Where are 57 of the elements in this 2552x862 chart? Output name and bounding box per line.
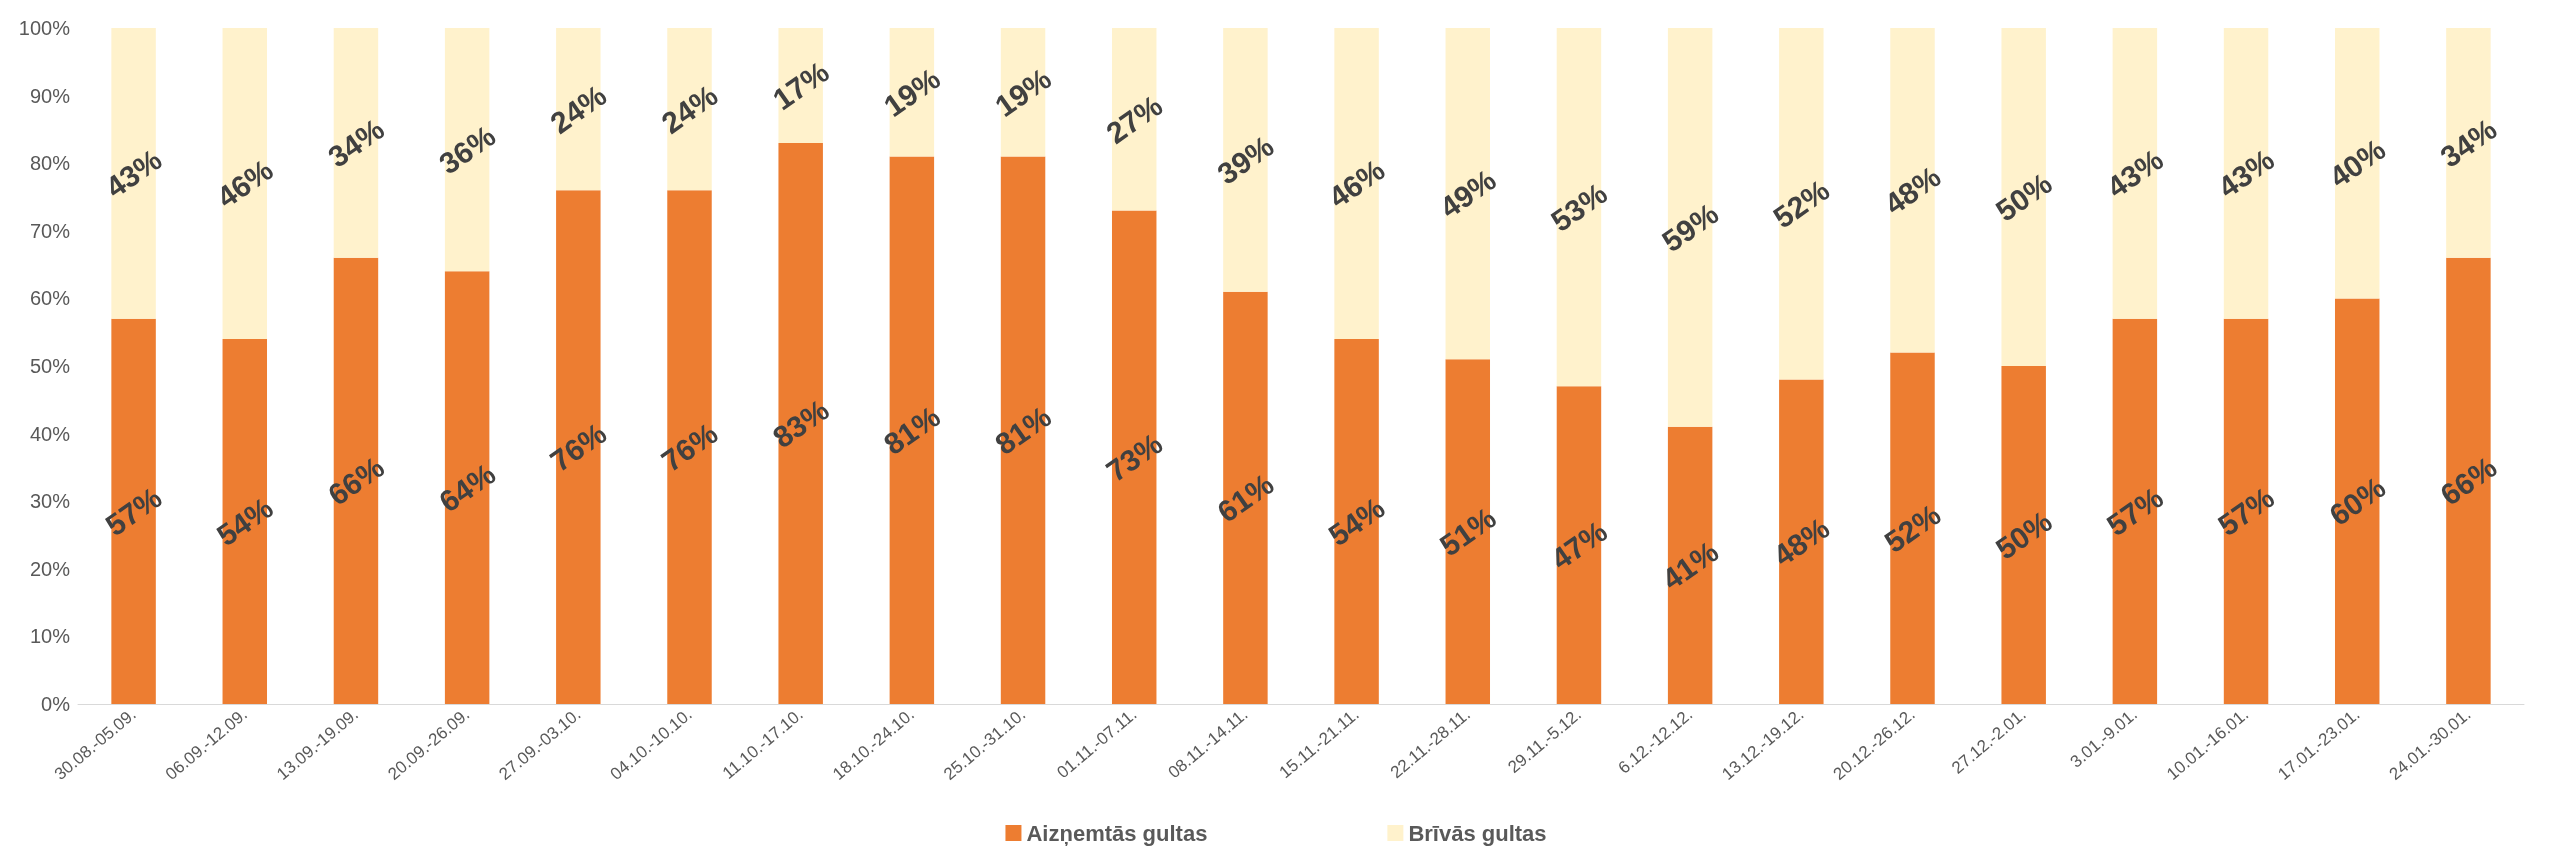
data-label: 64% bbox=[433, 456, 502, 519]
data-label: 52% bbox=[1767, 173, 1836, 235]
data-label: 34% bbox=[2434, 112, 2503, 174]
data-label: 76% bbox=[655, 416, 724, 478]
data-label: 51% bbox=[1433, 500, 1502, 563]
data-label: 36% bbox=[433, 118, 502, 181]
data-label: 46% bbox=[1322, 152, 1391, 215]
data-label: 83% bbox=[766, 392, 835, 455]
y-tick-label: 20% bbox=[29, 557, 71, 580]
y-tick-label: 80% bbox=[29, 152, 71, 175]
y-tick-label: 100% bbox=[18, 17, 71, 39]
y-tick-label: 90% bbox=[29, 84, 71, 107]
data-label: 73% bbox=[1100, 426, 1169, 488]
data-label: 59% bbox=[1656, 196, 1725, 259]
data-label: 27% bbox=[1100, 88, 1169, 150]
data-label: 39% bbox=[1211, 129, 1280, 191]
data-label: 43% bbox=[99, 142, 168, 205]
y-tick-label: 50% bbox=[29, 355, 71, 377]
data-label: 48% bbox=[1878, 159, 1947, 221]
data-label: 41% bbox=[1656, 534, 1725, 597]
y-tick-label: 40% bbox=[29, 422, 71, 445]
data-label: 47% bbox=[1544, 514, 1614, 576]
data-label: 66% bbox=[2434, 450, 2503, 512]
legend-label: Brīvās gultas bbox=[1408, 820, 1547, 846]
y-tick-label: 70% bbox=[29, 219, 71, 242]
data-label: 76% bbox=[544, 416, 613, 478]
data-label: 24% bbox=[544, 78, 613, 140]
data-label: 54% bbox=[1322, 490, 1391, 553]
data-label: 50% bbox=[1989, 504, 2058, 566]
data-label: 54% bbox=[210, 490, 279, 553]
data-label: 50% bbox=[1989, 166, 2058, 228]
data-label: 24% bbox=[655, 78, 724, 140]
data-label: 57% bbox=[2100, 480, 2169, 543]
y-tick-label: 30% bbox=[29, 490, 71, 513]
data-label: 19% bbox=[877, 61, 946, 123]
data-label: 60% bbox=[2323, 470, 2392, 532]
data-label: 52% bbox=[1878, 497, 1947, 559]
data-label: 40% bbox=[2323, 132, 2392, 194]
data-label: 66% bbox=[321, 450, 391, 512]
data-label: 57% bbox=[99, 480, 168, 543]
data-label: 81% bbox=[877, 399, 946, 461]
data-label: 17% bbox=[766, 54, 835, 117]
data-label: 81% bbox=[988, 399, 1058, 461]
data-label: 49% bbox=[1433, 162, 1502, 225]
legend-label: Aizņemtās gultas bbox=[1026, 820, 1208, 846]
data-label: 43% bbox=[2100, 142, 2169, 205]
y-tick-label: 60% bbox=[29, 287, 71, 310]
data-label: 61% bbox=[1211, 467, 1280, 529]
y-tick-label: 0% bbox=[41, 693, 71, 715]
data-label: 53% bbox=[1544, 176, 1614, 238]
y-tick-label: 10% bbox=[29, 625, 71, 648]
data-label: 57% bbox=[2211, 480, 2281, 543]
data-label: 43% bbox=[2211, 142, 2281, 205]
data-label: 46% bbox=[210, 152, 279, 215]
data-label: 34% bbox=[321, 112, 391, 174]
data-label: 48% bbox=[1767, 511, 1836, 573]
data-label: 19% bbox=[988, 61, 1058, 123]
